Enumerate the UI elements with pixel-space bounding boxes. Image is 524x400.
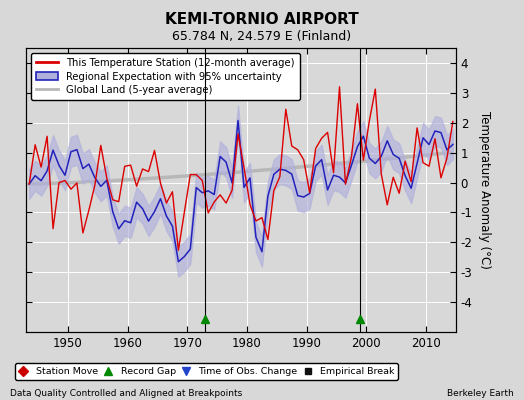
Text: KEMI-TORNIO AIRPORT: KEMI-TORNIO AIRPORT bbox=[165, 12, 359, 27]
Y-axis label: Temperature Anomaly (°C): Temperature Anomaly (°C) bbox=[478, 111, 491, 269]
Text: 65.784 N, 24.579 E (Finland): 65.784 N, 24.579 E (Finland) bbox=[172, 30, 352, 43]
Text: Berkeley Earth: Berkeley Earth bbox=[447, 389, 514, 398]
Legend: Station Move, Record Gap, Time of Obs. Change, Empirical Break: Station Move, Record Gap, Time of Obs. C… bbox=[15, 363, 398, 380]
Text: Data Quality Controlled and Aligned at Breakpoints: Data Quality Controlled and Aligned at B… bbox=[10, 389, 243, 398]
